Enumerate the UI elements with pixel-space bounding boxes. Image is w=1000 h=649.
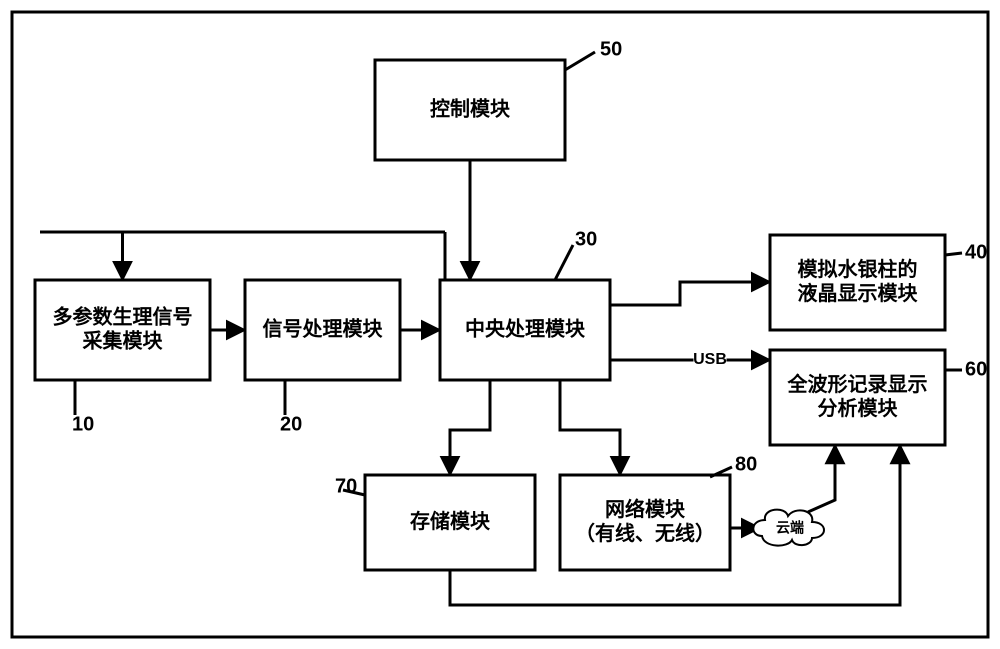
- edge-e30_70: [450, 380, 490, 475]
- cloud-label: 云端: [776, 520, 804, 536]
- node-n10-label: 采集模块: [83, 328, 164, 352]
- node-n80-label: （有线、无线）: [575, 521, 715, 545]
- node-n60-label: 分析模块: [818, 396, 899, 420]
- edge-e30_80: [560, 380, 620, 475]
- edge-e30_40: [610, 282, 770, 305]
- ref-60: 60: [965, 358, 987, 380]
- node-n20: 信号处理模块: [245, 280, 400, 380]
- ref-20: 20: [280, 413, 302, 435]
- ref-30: 30: [575, 228, 597, 250]
- ref-80: 80: [735, 453, 757, 475]
- ref-40: 40: [965, 241, 987, 263]
- nodes-layer: 控制模块多参数生理信号采集模块信号处理模块中央处理模块模拟水银柱的液晶显示模块全…: [35, 60, 945, 570]
- node-n10-label: 多参数生理信号: [53, 304, 193, 328]
- node-n40-label: 模拟水银柱的: [798, 257, 918, 281]
- node-n30-label: 中央处理模块: [465, 316, 586, 340]
- node-n80-label: 网络模块: [605, 497, 686, 521]
- node-n30: 中央处理模块: [440, 280, 610, 380]
- edge-label-e30_60: USB: [693, 351, 727, 368]
- ref-50: 50: [600, 38, 622, 60]
- node-n80: 网络模块（有线、无线）: [560, 475, 730, 570]
- node-n40-label: 液晶显示模块: [798, 281, 919, 305]
- node-n70-label: 存储模块: [410, 509, 491, 533]
- edge-ecloud_60: [808, 445, 835, 512]
- node-n70: 存储模块: [365, 475, 535, 570]
- node-n40: 模拟水银柱的液晶显示模块: [770, 235, 945, 330]
- node-n10: 多参数生理信号采集模块: [35, 280, 210, 380]
- edge-e30_10_fb: [40, 232, 445, 280]
- node-n50: 控制模块: [375, 60, 565, 160]
- ref-70: 70: [335, 475, 357, 497]
- node-n60: 全波形记录显示分析模块: [770, 350, 945, 445]
- node-n50-label: 控制模块: [430, 96, 511, 120]
- node-n20-label: 信号处理模块: [263, 316, 384, 340]
- node-n60-label: 全波形记录显示: [787, 372, 928, 396]
- cloud-layer: 云端: [753, 510, 824, 546]
- ref-10: 10: [72, 413, 94, 435]
- edge-e30_60: USB: [610, 350, 770, 370]
